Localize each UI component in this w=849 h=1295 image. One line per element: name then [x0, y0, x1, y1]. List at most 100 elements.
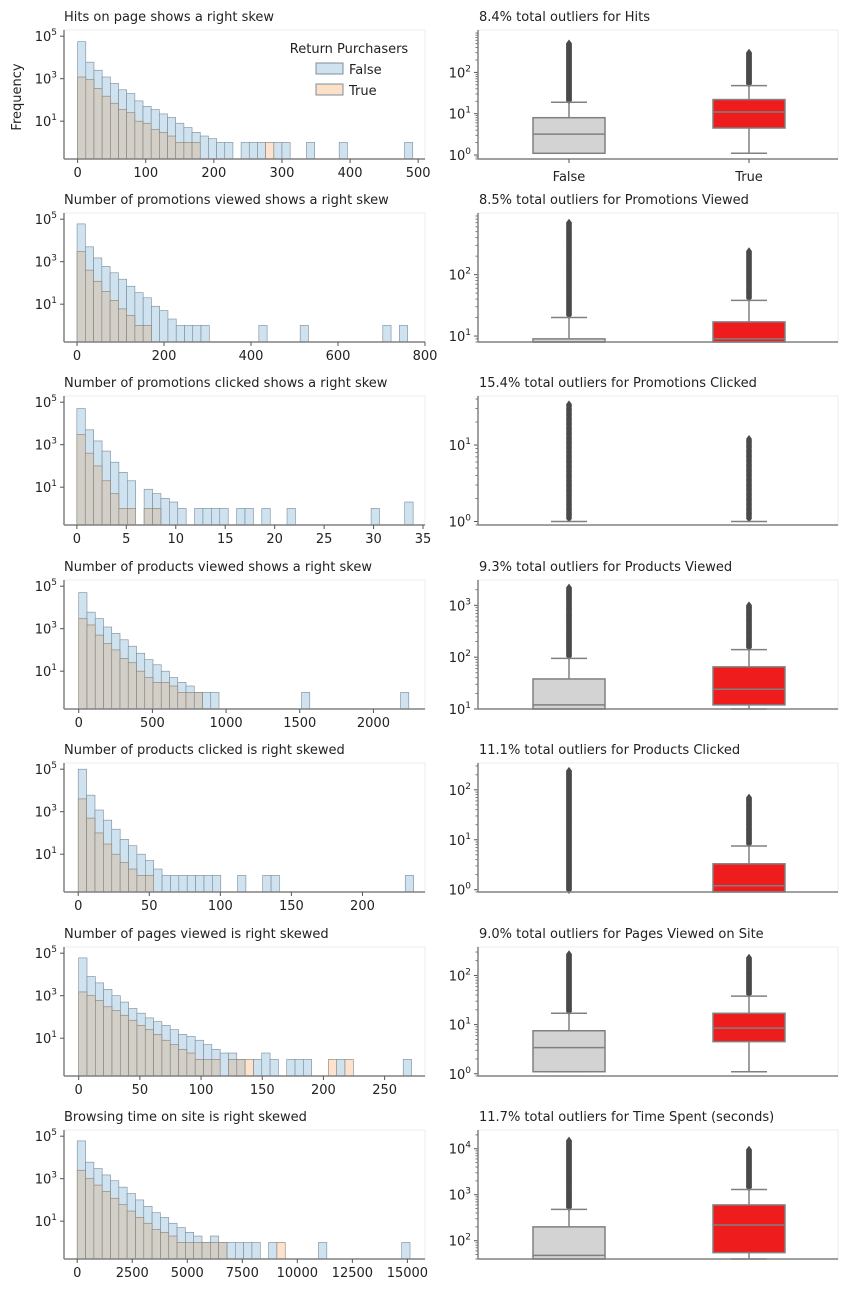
hist-bar-false-4: [270, 875, 280, 893]
hist-bar-false-4: [153, 868, 163, 893]
hist-bar-false-4: [212, 875, 222, 893]
hist-bar-false-0: [216, 142, 226, 160]
outlier-marker-true: [746, 247, 752, 256]
hist-bar-true-3: [160, 681, 170, 710]
hist-bar-false-1: [399, 325, 408, 343]
hist-ytick-label-4: 101: [35, 846, 57, 863]
hist-bar-false-2: [219, 508, 229, 526]
hist-bar-false-4: [178, 875, 188, 893]
hist-xtick-label-2: 15: [217, 532, 234, 547]
hist-xtick-label-6: 0: [73, 1266, 81, 1281]
hist-bar-true-1: [142, 325, 152, 343]
hist-ytick-label-1: 105: [35, 211, 57, 228]
hist-bar-true-6: [110, 1197, 120, 1260]
hist-bar-true-5: [144, 1029, 154, 1077]
hist-bar-false-5: [402, 1059, 412, 1077]
legend-label-false: False: [349, 63, 382, 78]
hist-bar-true-0: [77, 76, 87, 160]
hist-bar-true-2: [118, 508, 128, 526]
hist-bar-true-4: [103, 843, 113, 893]
hist-xtick-label-4: 50: [141, 899, 158, 914]
hist-bar-true-4: [144, 875, 154, 893]
hist-title-0: Hits on page shows a right skew: [64, 10, 274, 25]
hist-bar-true-3: [185, 692, 195, 710]
hist-ytick-label-3: 103: [35, 621, 57, 638]
hist-bar-false-6: [226, 1242, 236, 1260]
hist-xtick-label-2: 35: [415, 532, 432, 547]
hist-bar-false-2: [211, 508, 221, 526]
hist-bar-false-1: [299, 325, 309, 343]
hist-bar-true-6: [135, 1217, 145, 1260]
hist-bar-false-2: [160, 497, 170, 526]
hist-xtick-label-1: 200: [152, 349, 177, 364]
hist-bar-true-1: [126, 314, 136, 343]
hist-bar-false-1: [184, 325, 194, 343]
hist-bar-true-5: [78, 991, 88, 1077]
hist-ytick-label-4: 105: [35, 761, 57, 778]
box-title-5: 9.0% total outliers for Pages Viewed on …: [479, 927, 764, 942]
hist-bar-true-3: [103, 643, 113, 710]
hist-bar-false-6: [268, 1242, 278, 1260]
hist-bar-true-6: [210, 1242, 219, 1260]
hist-bar-true-5: [95, 1000, 104, 1077]
hist-title-1: Number of promotions viewed shows a righ…: [64, 193, 389, 208]
hist-ytick-label-5: 101: [35, 1030, 57, 1047]
hist-bar-false-1: [200, 325, 210, 343]
hist-bar-false-1: [151, 305, 160, 343]
hist-bar-false-1: [258, 325, 268, 343]
hist-bar-true-5: [178, 1048, 188, 1077]
hist-bar-true-3: [111, 649, 121, 710]
box-ytick-label-3: 102: [449, 649, 471, 666]
hist-bar-true-0: [191, 142, 201, 160]
box-ytick-label-4: 101: [449, 832, 471, 849]
hist-xtick-label-2: 10: [167, 532, 184, 547]
hist-bar-true-5: [111, 1010, 121, 1077]
hist-ytick-label-3: 101: [35, 663, 57, 680]
hist-bar-false-3: [301, 692, 311, 710]
box-ytick-label-6: 102: [449, 1233, 471, 1250]
hist-bar-true-0: [126, 112, 136, 160]
box-title-3: 9.3% total outliers for Products Viewed: [479, 560, 732, 575]
hist-bar-true-5: [236, 1059, 246, 1077]
hist-bar-false-1: [159, 310, 169, 343]
hist-ytick-label-4: 103: [35, 804, 57, 821]
hist-xtick-label-0: 200: [201, 166, 226, 181]
hist-bar-true-5: [128, 1019, 138, 1077]
hist-bar-true-5: [161, 1039, 171, 1077]
hist-xtick-label-4: 200: [350, 899, 375, 914]
hist-bar-true-6: [118, 1204, 128, 1260]
hist-bar-true-6: [193, 1242, 203, 1260]
hist-bar-false-0: [224, 142, 234, 160]
hist-bar-false-3: [400, 692, 410, 710]
outlier-marker-true: [746, 1145, 752, 1154]
hist-bar-true-5: [169, 1044, 179, 1077]
hist-bar-false-1: [192, 325, 202, 343]
hist-xtick-label-2: 25: [316, 532, 333, 547]
hist-bar-true-6: [168, 1235, 178, 1260]
hist-bar-false-6: [234, 1242, 244, 1260]
box-false: [532, 1226, 606, 1260]
hist-bar-true-0: [93, 88, 103, 160]
hist-title-4: Number of products clicked is right skew…: [64, 743, 345, 758]
outlier-marker-false: [566, 766, 572, 775]
hist-bar-true-5: [153, 1034, 163, 1077]
hist-xtick-label-6: 10000: [277, 1266, 318, 1281]
box-ytick-label-1: 101: [449, 328, 471, 345]
box-false: [532, 678, 606, 710]
box-ytick-label-1: 102: [449, 267, 471, 284]
box-false: [532, 1030, 606, 1073]
hist-xtick-label-4: 150: [279, 899, 304, 914]
hist-bar-false-2: [404, 501, 414, 526]
outlier-marker-true: [746, 601, 752, 610]
box-ytick-label-6: 104: [449, 1141, 472, 1158]
hist-bar-false-4: [262, 875, 272, 893]
hist-bar-true-0: [110, 102, 119, 160]
hist-bar-false-0: [273, 142, 283, 160]
hist-bar-false-4: [195, 875, 205, 893]
hist-xtick-label-1: 0: [73, 349, 81, 364]
hist-bar-true-0: [134, 120, 144, 160]
hist-bar-true-1: [109, 300, 119, 343]
hist-bar-false-3: [210, 692, 220, 710]
outlier-marker-true: [746, 793, 752, 802]
hist-bar-false-2: [169, 501, 179, 526]
